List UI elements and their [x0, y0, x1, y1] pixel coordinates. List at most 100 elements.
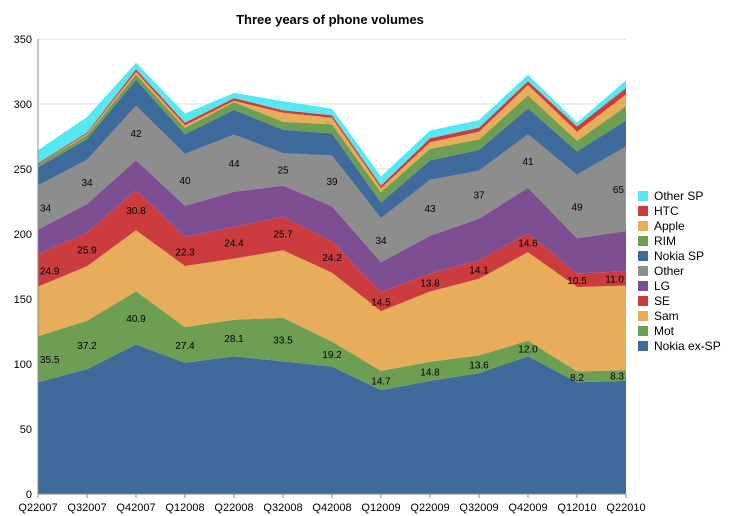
legend-swatch	[638, 311, 648, 321]
legend-item-other-sp: Other SP	[638, 189, 703, 203]
data-label-other: 25	[277, 165, 289, 176]
legend-item-htc: HTC	[638, 204, 679, 218]
legend-label: Mot	[654, 324, 675, 338]
data-label-mot: 13.6	[469, 360, 489, 371]
data-label-other: 44	[228, 159, 240, 170]
area-mot	[38, 291, 626, 390]
data-label-se: 24.9	[40, 266, 60, 277]
y-tick-label: 50	[20, 424, 32, 436]
data-label-mot: 14.8	[420, 367, 440, 378]
legend-label: Apple	[654, 219, 685, 233]
x-tick-label: Q12010	[557, 502, 596, 514]
data-label-mot: 35.5	[40, 355, 60, 366]
x-tick-label: Q22008	[214, 502, 253, 514]
data-label-mot: 40.9	[126, 314, 146, 325]
data-label-se: 14.5	[371, 298, 391, 309]
legend-swatch	[638, 191, 648, 201]
data-label-mot: 14.7	[371, 376, 391, 387]
legend-label: Nokia SP	[654, 249, 704, 263]
y-tick-label: 350	[14, 34, 32, 46]
legend-item-rim: RIM	[638, 234, 676, 248]
data-label-se: 24.2	[322, 253, 342, 264]
area-sam	[38, 230, 626, 372]
y-tick-label: 150	[14, 294, 32, 306]
series-areas	[38, 62, 626, 494]
data-label-other: 39	[326, 177, 338, 188]
area-nokia-sp	[38, 79, 626, 219]
data-label-se: 13.8	[420, 278, 440, 289]
data-label-se: 10.5	[567, 276, 587, 287]
data-label-mot: 37.2	[77, 341, 97, 352]
x-tick-label: Q42008	[312, 502, 351, 514]
x-tick-label: Q32009	[459, 502, 498, 514]
legend-swatch	[638, 221, 648, 231]
data-label-other: 49	[571, 202, 583, 213]
legend-label: Other	[654, 264, 684, 278]
data-label-se: 24.4	[224, 239, 244, 250]
data-label-other: 34	[375, 236, 387, 247]
legend-swatch	[638, 206, 648, 216]
x-tick-label: Q32007	[67, 502, 106, 514]
legend-swatch	[638, 236, 648, 246]
y-tick-label: 0	[26, 489, 32, 501]
legend-item-se: SE	[638, 294, 670, 308]
legend-label: Sam	[654, 309, 679, 323]
x-tick-label: Q42009	[508, 502, 547, 514]
data-label-other: 43	[424, 204, 436, 215]
area-se	[38, 190, 626, 312]
legend-label: HTC	[654, 204, 679, 218]
legend-item-other: Other	[638, 264, 684, 278]
data-labels: 35.5 37.2 40.9 27.4 28.1 33.5 19.2 14.7 14.8 13.6…	[40, 129, 624, 387]
x-tick-label: Q12009	[361, 502, 400, 514]
data-label-se: 14.1	[469, 266, 489, 277]
legend-label: Other SP	[654, 189, 703, 203]
legend-swatch	[638, 341, 648, 351]
y-tick-label: 100	[14, 359, 32, 371]
legend-item-mot: Mot	[638, 324, 675, 338]
data-label-other: 65	[613, 185, 625, 196]
x-tick-label: Q32008	[263, 502, 302, 514]
legend-item-nokia-ex-sp: Nokia ex-SP	[638, 339, 721, 353]
y-tick-label: 200	[14, 229, 32, 241]
x-tick-label: Q22010	[606, 502, 645, 514]
legend-label: RIM	[654, 234, 676, 248]
data-label-mot: 19.2	[322, 350, 342, 361]
legend-item-sam: Sam	[638, 309, 679, 323]
data-label-se: 25.9	[77, 245, 97, 256]
legend-swatch	[638, 281, 648, 291]
data-label-other: 41	[522, 157, 534, 168]
data-label-se: 14.6	[518, 239, 538, 250]
legend-swatch	[638, 326, 648, 336]
legend-swatch	[638, 266, 648, 276]
x-tick-label: Q12008	[165, 502, 204, 514]
data-label-other: 34	[81, 178, 93, 189]
x-tick-label: Q42007	[116, 502, 155, 514]
area-nokia-ex-sp	[38, 344, 626, 494]
legend-label: LG	[654, 279, 670, 293]
data-label-se: 30.8	[126, 206, 146, 217]
data-label-se: 11.0	[605, 274, 624, 285]
data-label-other: 40	[179, 176, 191, 187]
legend-label: SE	[654, 294, 670, 308]
legend-label: Nokia ex-SP	[654, 339, 721, 353]
legend-item-lg: LG	[638, 279, 670, 293]
data-label-other: 42	[130, 129, 142, 140]
x-tick-label: Q22009	[410, 502, 449, 514]
area-lg	[38, 160, 626, 293]
data-label-mot: 28.1	[224, 334, 244, 345]
axes: Q22007 Q32007 Q42007 Q12008 Q22008 Q32008 Q420…	[18, 39, 646, 514]
chart-title: Three years of phone volumes	[236, 12, 424, 27]
data-label-mot: 27.4	[175, 341, 195, 352]
x-tick-label: Q22007	[18, 502, 57, 514]
legend-swatch	[638, 251, 648, 261]
legend-swatch	[638, 296, 648, 306]
y-tick-label: 300	[14, 99, 32, 111]
area-other	[38, 105, 626, 263]
legend-item-apple: Apple	[638, 219, 685, 233]
legend-item-nokia-sp: Nokia SP	[638, 249, 704, 263]
data-label-other: 34	[40, 203, 52, 214]
data-label-mot: 12.0	[518, 344, 538, 355]
data-label-se: 25.7	[273, 230, 293, 241]
